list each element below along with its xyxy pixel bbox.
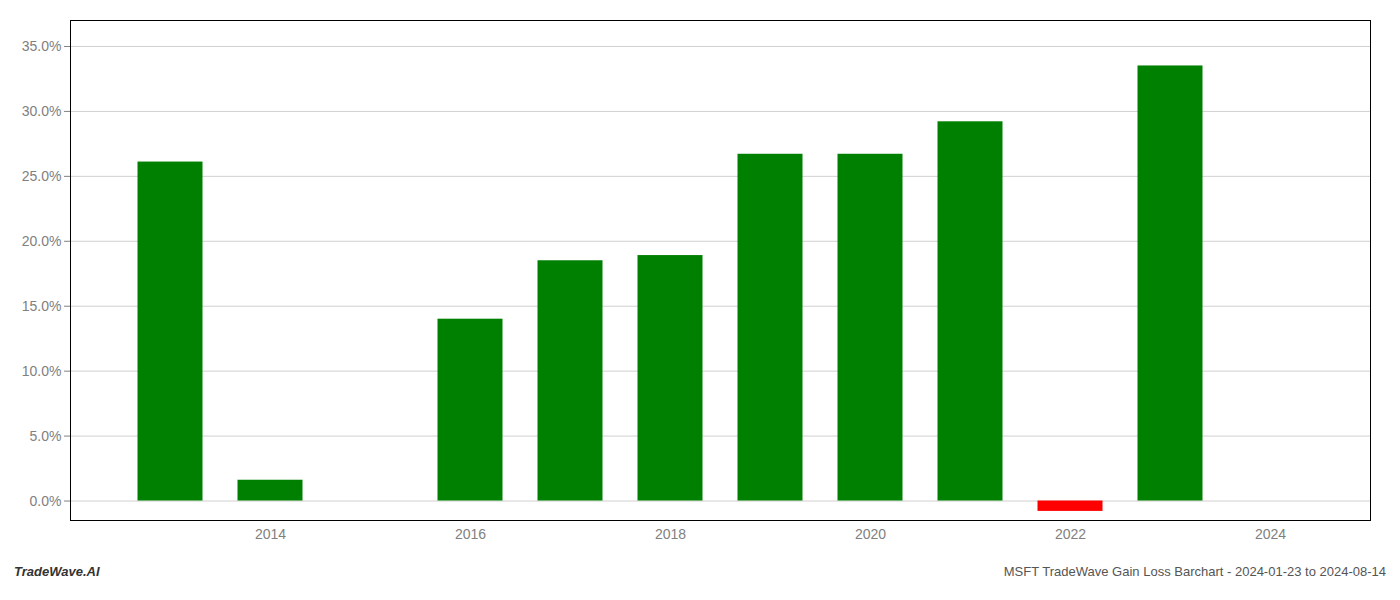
svg-text:25.0%: 25.0% bbox=[22, 168, 62, 184]
html-text:MSFT TradeWave Gain Loss Barch: MSFT TradeWave Gain Loss Barchart - 2024… bbox=[1003, 564, 1386, 579]
svg-text:10.0%: 10.0% bbox=[22, 363, 62, 379]
svg-text:2024: 2024 bbox=[1255, 526, 1286, 542]
html-text:TradeWave.AI: TradeWave.AI bbox=[14, 564, 100, 579]
svg-text:35.0%: 35.0% bbox=[22, 38, 62, 54]
svg-text:15.0%: 15.0% bbox=[22, 298, 62, 314]
svg-text:30.0%: 30.0% bbox=[22, 103, 62, 119]
svg-text:0.0%: 0.0% bbox=[30, 492, 62, 508]
svg-text:20.0%: 20.0% bbox=[22, 233, 62, 249]
svg-text:2014: 2014 bbox=[255, 526, 286, 542]
svg-text:2020: 2020 bbox=[855, 526, 886, 542]
svg-text:2016: 2016 bbox=[455, 526, 486, 542]
svg-text:2022: 2022 bbox=[1055, 526, 1086, 542]
svg-text:5.0%: 5.0% bbox=[30, 428, 62, 444]
svg-text:2018: 2018 bbox=[655, 526, 686, 542]
